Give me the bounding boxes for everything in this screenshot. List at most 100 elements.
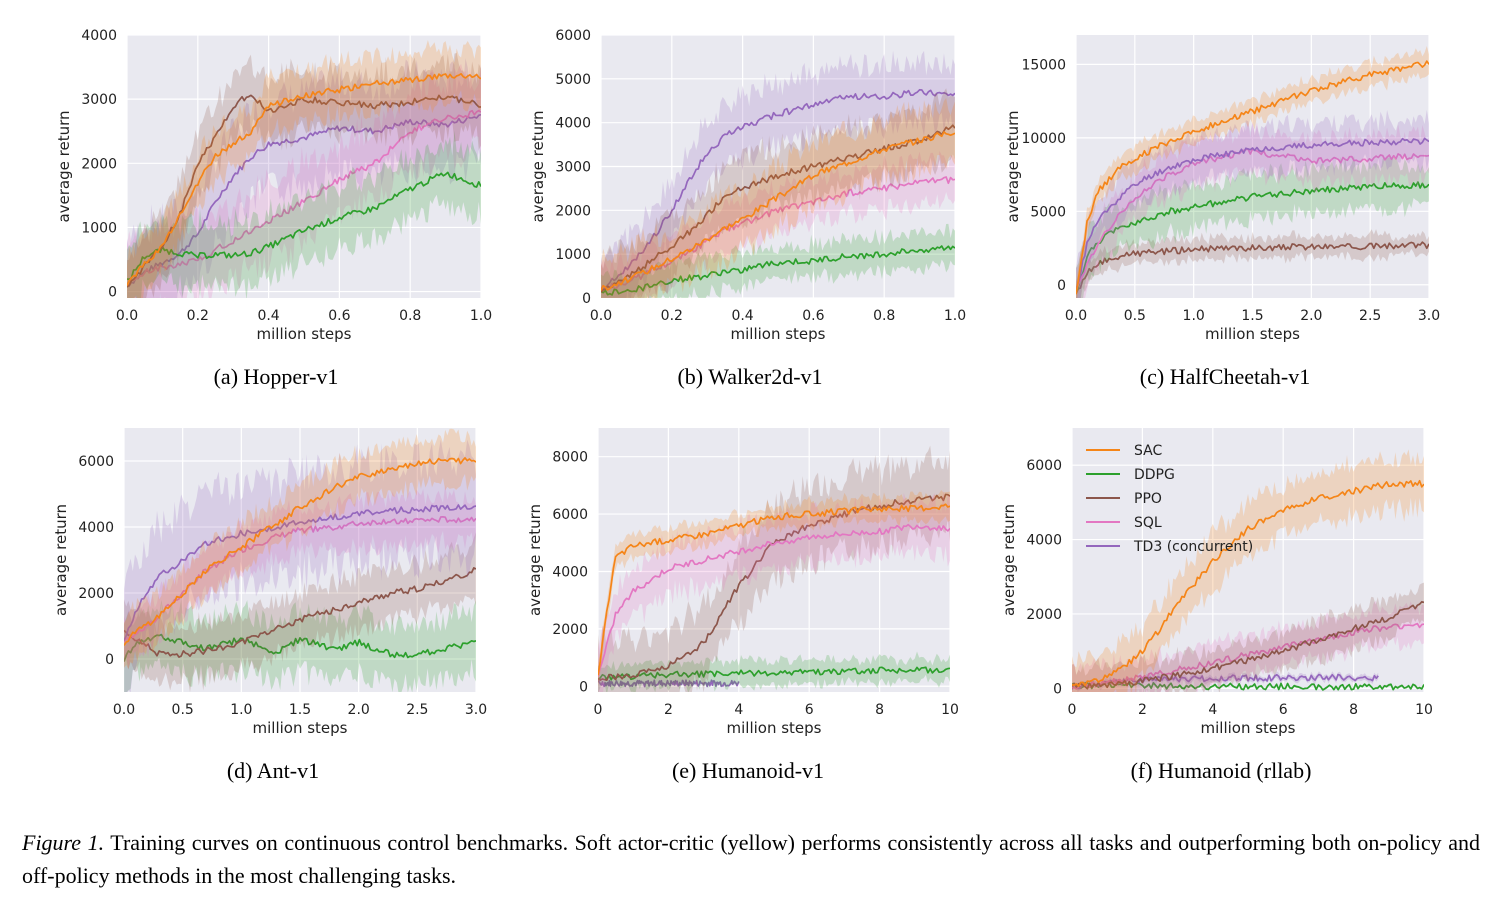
x-tick-label: 0.2 bbox=[661, 308, 683, 324]
y-tick-label: 6000 bbox=[552, 507, 588, 523]
x-tick-label: 8 bbox=[875, 702, 884, 718]
line-td3-concurrent bbox=[598, 679, 740, 688]
x-tick-label: 0.8 bbox=[399, 308, 421, 324]
band-ddpg bbox=[598, 651, 950, 692]
line-ppo bbox=[1076, 241, 1429, 295]
x-tick-label: 2 bbox=[1138, 702, 1147, 718]
band-ppo bbox=[124, 532, 476, 692]
x-tick-label: 1.5 bbox=[1241, 308, 1263, 324]
x-axis-label: million steps bbox=[257, 325, 352, 343]
x-tick-label: 0.5 bbox=[1124, 308, 1146, 324]
line-td3-concurrent bbox=[1072, 673, 1379, 690]
y-tick-label: 6000 bbox=[78, 454, 114, 470]
y-tick-label: 10000 bbox=[1021, 131, 1066, 147]
series-group bbox=[1072, 449, 1424, 692]
x-tick-label: 0.6 bbox=[328, 308, 350, 324]
plot-area bbox=[127, 35, 481, 298]
y-axis-label: average return bbox=[55, 110, 73, 222]
x-tick-label: 0.4 bbox=[731, 308, 753, 324]
line-sac bbox=[601, 131, 955, 291]
x-tick-label: 1.0 bbox=[230, 702, 252, 718]
y-tick-label: 4000 bbox=[81, 28, 117, 44]
x-tick-label: 3.0 bbox=[465, 702, 487, 718]
figure-canvas: 0.0 0.2 0.4 0.6 0.8 1.001000200030004000milli… bbox=[52, 28, 1440, 783]
legend-label-td3-concurrent: TD3 (concurrent) bbox=[1133, 539, 1253, 555]
y-tick-label: 0 bbox=[582, 291, 591, 307]
band-ddpg bbox=[127, 130, 481, 298]
y-tick-label: 0 bbox=[1057, 278, 1066, 294]
line-ddpg bbox=[127, 171, 481, 280]
legend-label-sql: SQL bbox=[1134, 515, 1162, 531]
caption-label: Figure 1. bbox=[22, 830, 105, 855]
x-tick-label: 0.0 bbox=[116, 308, 138, 324]
y-tick-label: 3000 bbox=[81, 92, 117, 108]
subfigure-caption: (e) Humanoid-v1 bbox=[672, 758, 824, 783]
legend-label-ddpg: DDPG bbox=[1134, 467, 1175, 483]
line-td3-concurrent bbox=[1076, 137, 1429, 290]
y-tick-label: 4000 bbox=[555, 116, 591, 132]
y-tick-label: 2000 bbox=[552, 622, 588, 638]
figure-caption: Figure 1. Training curves on continuous … bbox=[22, 826, 1480, 892]
y-tick-label: 4000 bbox=[1026, 533, 1062, 549]
band-td3-concurrent bbox=[1076, 109, 1429, 298]
band-sql bbox=[601, 151, 955, 298]
chart-panel-3: 0.0 0.5 1.0 1.5 2.0 2.5 3.0 0 5000 10000 15000 mill… bbox=[1004, 35, 1440, 389]
band-sql bbox=[1072, 600, 1424, 692]
band-sac bbox=[124, 428, 476, 670]
band-sql bbox=[598, 490, 950, 692]
x-tick-label: 4 bbox=[734, 702, 743, 718]
x-tick-label: 3.0 bbox=[1418, 308, 1440, 324]
x-tick-label: 2.5 bbox=[406, 702, 428, 718]
x-tick-label: 0.0 bbox=[1065, 308, 1087, 324]
line-ddpg bbox=[1072, 681, 1424, 691]
line-sac bbox=[127, 72, 481, 286]
y-tick-label: 4000 bbox=[78, 520, 114, 536]
y-tick-label: 2000 bbox=[555, 203, 591, 219]
band-ppo bbox=[1072, 582, 1424, 692]
plot-area bbox=[1072, 428, 1424, 692]
y-tick-label: 0 bbox=[1053, 681, 1062, 697]
band-ddpg bbox=[601, 223, 955, 298]
band-ppo bbox=[601, 88, 955, 298]
line-sac bbox=[1076, 60, 1429, 295]
band-sql bbox=[127, 63, 481, 298]
y-tick-label: 6000 bbox=[555, 28, 591, 44]
band-sql bbox=[124, 484, 476, 669]
line-sql bbox=[127, 109, 481, 285]
legend-label-sac: SAC bbox=[1134, 443, 1162, 459]
x-tick-label: 0.4 bbox=[257, 308, 279, 324]
chart-panel-6: 0 2 4 6 8 10 0 2000 4000 6000 million steps average… bbox=[1000, 428, 1433, 783]
line-sql bbox=[124, 516, 476, 643]
y-tick-label: 1000 bbox=[81, 220, 117, 236]
band-sac bbox=[127, 39, 481, 298]
x-tick-label: 2 bbox=[664, 702, 673, 718]
x-tick-label: 1.0 bbox=[1183, 308, 1205, 324]
band-sac bbox=[601, 97, 955, 298]
chart-panel-1: 0.0 0.2 0.4 0.6 0.8 1.0 0 1000 2000 3000 4000 milli… bbox=[55, 28, 492, 389]
band-ppo bbox=[127, 52, 481, 298]
subfigure-caption: (f) Humanoid (rllab) bbox=[1131, 758, 1312, 783]
caption-text: Training curves on continuous control be… bbox=[22, 830, 1480, 888]
line-td3-concurrent bbox=[601, 88, 955, 291]
series-group bbox=[601, 50, 955, 298]
line-sac bbox=[598, 503, 950, 676]
line-ppo bbox=[1072, 600, 1424, 690]
chart-panel-4: 0.0 0.5 1.0 1.5 2.0 2.5 3.0 0 2000 4000 6000 millio… bbox=[52, 428, 487, 783]
band-td3-concurrent bbox=[601, 50, 955, 298]
x-tick-label: 6 bbox=[1279, 702, 1288, 718]
line-td3-concurrent bbox=[127, 113, 481, 287]
y-axis-label: average return bbox=[526, 504, 544, 616]
x-tick-label: 0 bbox=[1068, 702, 1077, 718]
y-tick-label: 0 bbox=[579, 679, 588, 695]
x-tick-label: 8 bbox=[1349, 702, 1358, 718]
band-ddpg bbox=[1076, 155, 1429, 298]
x-tick-label: 1.0 bbox=[470, 308, 492, 324]
y-axis-label: average return bbox=[1000, 504, 1018, 616]
x-tick-label: 0.0 bbox=[590, 308, 612, 324]
y-axis-label: average return bbox=[1004, 110, 1022, 222]
subfigure-caption: (d) Ant-v1 bbox=[227, 758, 319, 783]
legend-label-ppo: PPO bbox=[1134, 491, 1162, 507]
line-ddpg bbox=[1076, 181, 1429, 293]
band-td3-concurrent bbox=[127, 58, 481, 298]
y-tick-label: 0 bbox=[108, 285, 117, 301]
